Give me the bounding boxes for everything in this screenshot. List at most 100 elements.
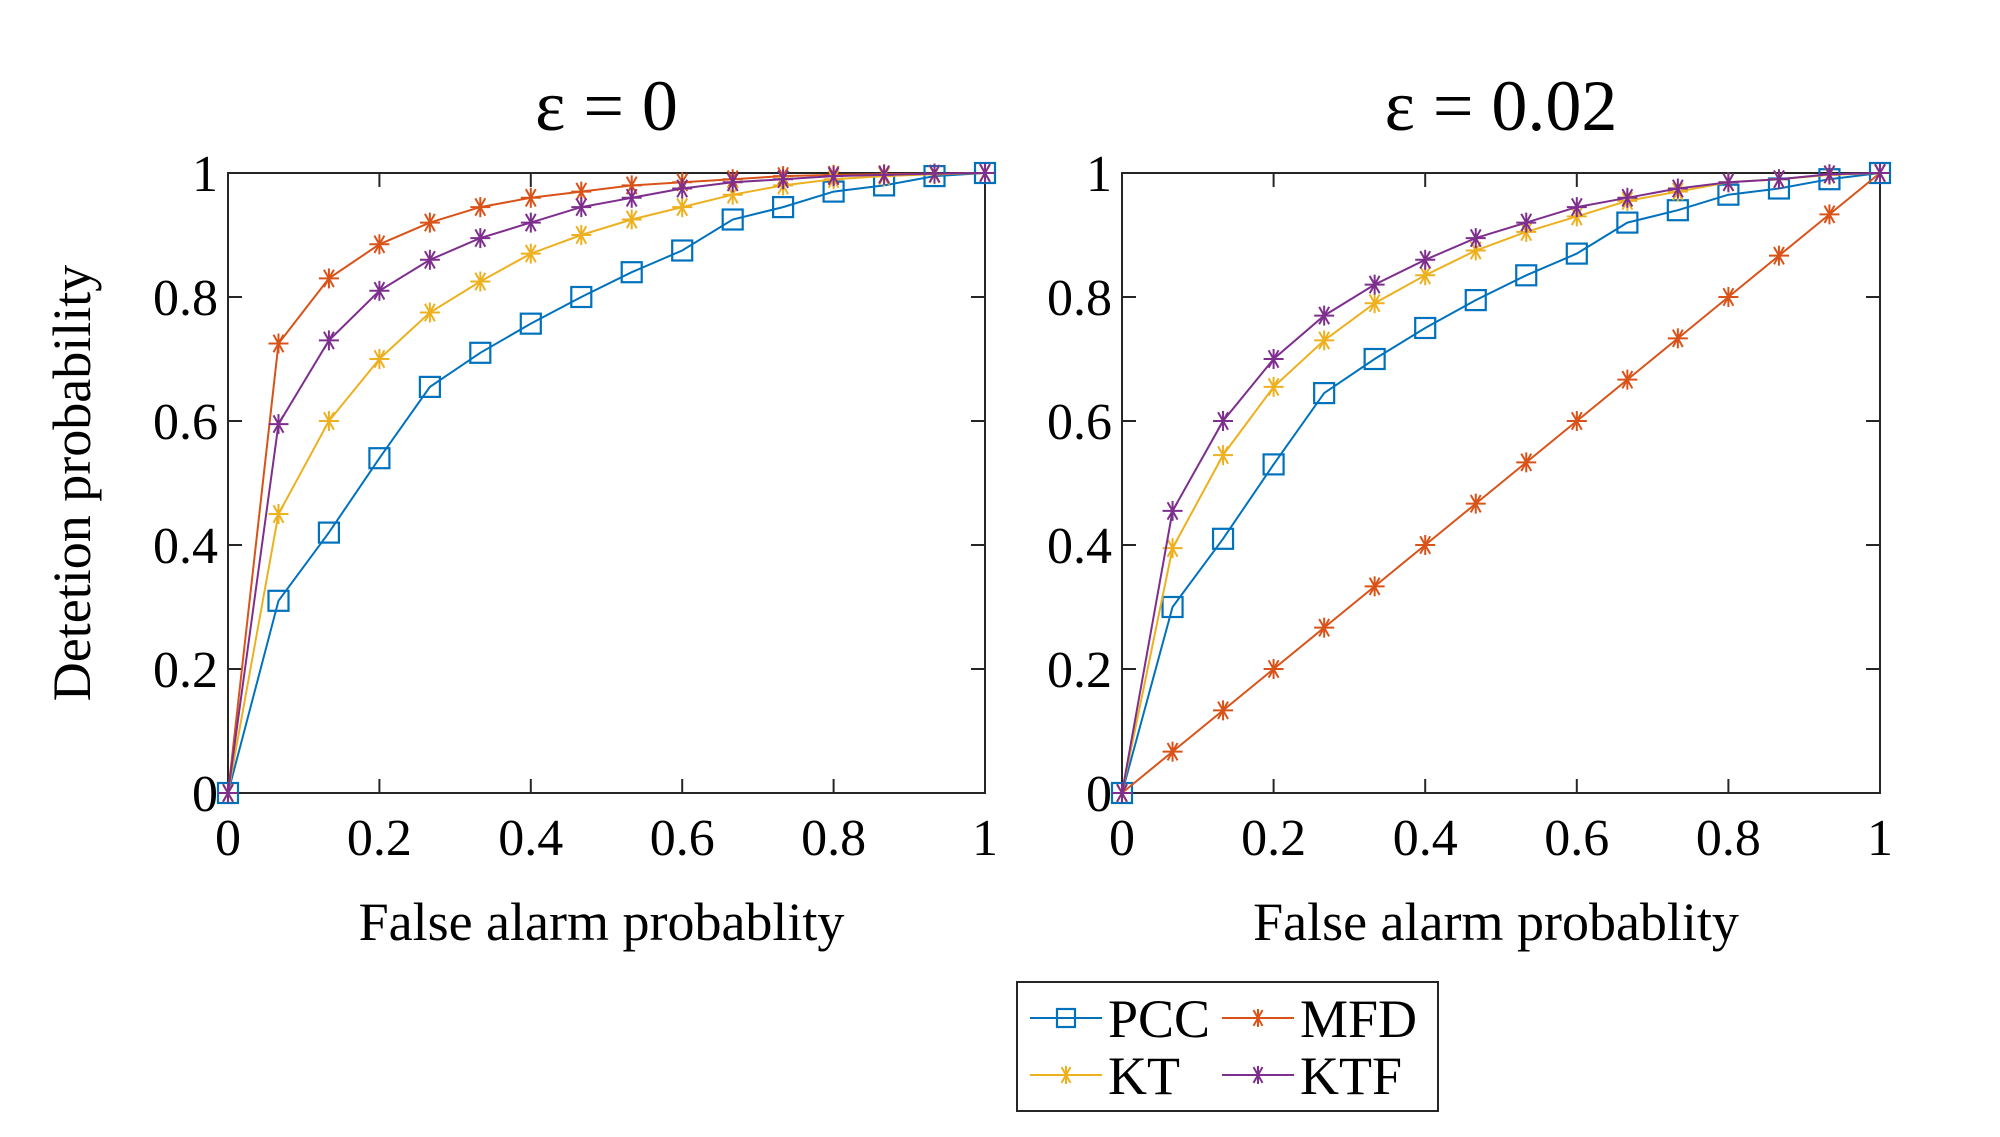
x-axis-label: False alarm probablity [1253, 892, 1739, 952]
asterisk-marker [470, 197, 491, 218]
square-marker [469, 341, 492, 364]
asterisk-marker [520, 243, 541, 264]
asterisk-marker [975, 163, 995, 183]
series-ktf [1112, 163, 1890, 803]
asterisk-marker [1819, 164, 1840, 185]
asterisk-marker [1667, 328, 1688, 349]
asterisk-marker [369, 234, 390, 255]
asterisk-marker [672, 197, 693, 218]
legend-entry-kt: KT [1030, 1046, 1180, 1106]
y-tick-label: 0 [1086, 766, 1112, 823]
chart-panel-0: 0 0.2 0.4 0.6 0.8 1 0 0.2 0.4 0.6 0.8 1 ε = 0 False a… [42, 66, 998, 952]
legend-label: PCC [1108, 989, 1210, 1049]
asterisk-marker [1667, 178, 1688, 199]
asterisk-marker [318, 411, 339, 431]
asterisk-marker [1768, 245, 1789, 266]
asterisk-marker [1249, 1009, 1267, 1027]
asterisk-marker [268, 333, 289, 354]
asterisk-marker [268, 414, 289, 435]
asterisk-marker [1364, 293, 1385, 314]
asterisk-marker [1364, 576, 1385, 597]
asterisk-marker [1768, 169, 1789, 190]
legend-entry-pcc: PCC [1030, 989, 1210, 1049]
asterisk-marker [1162, 500, 1183, 521]
asterisk-marker [1617, 369, 1638, 390]
series-pcc [216, 161, 997, 805]
asterisk-marker [1162, 741, 1183, 762]
x-tick-label: 0 [1109, 810, 1135, 867]
square-marker [620, 261, 643, 284]
y-tick-label: 1 [1086, 146, 1112, 203]
asterisk-marker [1263, 376, 1284, 397]
asterisk-marker [1112, 783, 1132, 803]
asterisk-marker [1718, 172, 1739, 193]
x-tick-label: 0.2 [347, 810, 412, 867]
square-marker [1565, 242, 1588, 265]
legend-label: MFD [1300, 989, 1417, 1049]
x-tick-label: 0.6 [650, 810, 715, 867]
square-marker [1161, 595, 1184, 619]
asterisk-marker [1819, 204, 1840, 225]
x-tick-label: 0 [215, 810, 241, 867]
asterisk-marker [571, 197, 592, 218]
asterisk-marker [823, 166, 844, 187]
square-marker [721, 208, 744, 231]
asterisk-marker [318, 268, 339, 289]
asterisk-marker [1263, 659, 1284, 679]
asterisk-marker [318, 330, 339, 351]
square-marker [671, 239, 694, 262]
legend-box [1016, 981, 1439, 1112]
asterisk-marker [470, 228, 491, 249]
asterisk-marker [268, 504, 289, 524]
asterisk-marker [1314, 617, 1335, 638]
y-tick-label: 0.8 [153, 270, 218, 327]
x-tick-label: 0.2 [1241, 810, 1306, 867]
chart-panel-1: 0 0.2 0.4 0.6 0.8 1 0 0.2 0.4 0.6 0.8 1 ε = 0.02 Fals… [1047, 66, 1893, 952]
square-marker [1515, 264, 1538, 287]
square-marker [1464, 289, 1487, 312]
square-marker [1616, 211, 1639, 234]
series-mfd [1112, 163, 1890, 803]
asterisk-marker [1249, 1066, 1267, 1084]
asterisk-marker [1718, 287, 1739, 307]
y-tick-label: 1 [192, 146, 218, 203]
y-tick-label: 0.4 [1047, 518, 1112, 575]
asterisk-marker [1465, 493, 1486, 514]
square-marker [1055, 1007, 1077, 1029]
square-marker [1313, 382, 1336, 405]
y-tick-label: 0.4 [153, 518, 218, 575]
asterisk-marker [1415, 249, 1436, 270]
y-tick-label: 0.2 [153, 642, 218, 699]
legend: PCC MFD KT KTF [1016, 981, 1439, 1112]
square-marker [519, 312, 542, 335]
y-tick-label: 0 [192, 766, 218, 823]
asterisk-marker [1314, 330, 1335, 351]
chart-title: ε = 0.02 [1385, 66, 1618, 146]
square-marker [368, 447, 391, 470]
asterisk-marker [1314, 305, 1335, 326]
asterisk-marker [722, 172, 743, 193]
y-tick-label: 0.6 [1047, 394, 1112, 451]
asterisk-marker [1566, 197, 1587, 218]
x-axis-label: False alarm probablity [359, 892, 845, 952]
square-marker [1211, 527, 1235, 550]
chart-title: ε = 0 [535, 66, 678, 146]
asterisk-marker [621, 209, 642, 230]
series-line [227, 172, 986, 794]
x-tick-label: 0.4 [1393, 810, 1458, 867]
square-marker [418, 375, 441, 398]
x-tick-label: 0.6 [1544, 810, 1609, 867]
legend-entry-ktf: KTF [1222, 1046, 1402, 1106]
asterisk-marker [369, 280, 390, 301]
y-tick-label: 0.8 [1047, 270, 1112, 327]
asterisk-marker [924, 163, 945, 184]
asterisk-marker [1415, 535, 1436, 555]
asterisk-marker [470, 271, 491, 292]
square-marker [267, 589, 290, 612]
asterisk-marker [1213, 411, 1234, 431]
asterisk-marker [1213, 445, 1234, 466]
asterisk-marker [621, 187, 642, 208]
asterisk-marker [1516, 212, 1537, 233]
square-marker [772, 196, 795, 219]
asterisk-marker [1057, 1066, 1075, 1084]
